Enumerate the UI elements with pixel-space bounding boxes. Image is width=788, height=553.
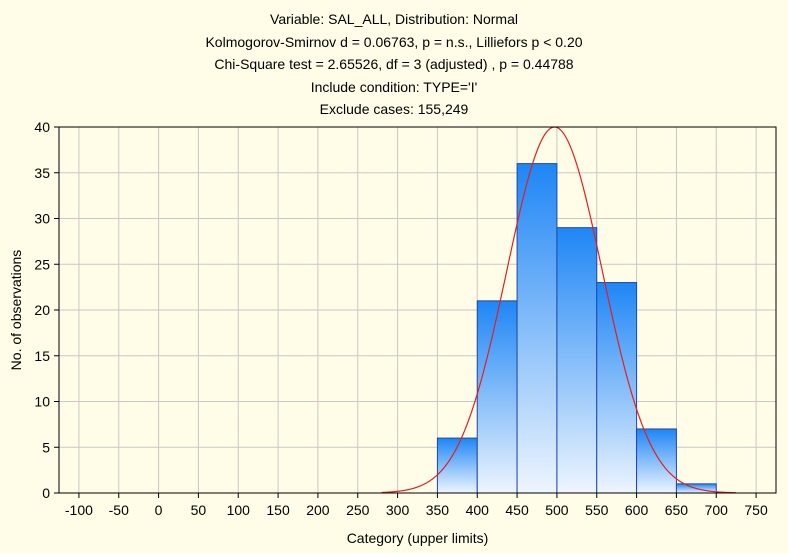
x-tick-label: 750 <box>744 502 768 518</box>
histogram-bar <box>636 428 677 494</box>
x-tick-label: 500 <box>545 502 569 518</box>
normal-curve-layer <box>381 126 737 494</box>
title-line-3: Chi-Square test = 2.65526, df = 3 (adjus… <box>214 56 574 72</box>
x-tick-label: 50 <box>191 502 207 518</box>
x-tick-label: 450 <box>505 502 529 518</box>
x-tick-label: 0 <box>155 502 163 518</box>
y-tick-label: 25 <box>34 256 50 272</box>
y-tick-label: 20 <box>34 302 50 318</box>
y-tick-label: 35 <box>34 165 50 181</box>
histogram-bar <box>476 300 518 494</box>
histogram-bars <box>436 163 717 494</box>
x-tick-label: 250 <box>346 502 370 518</box>
axis-ticks: -100 -50 0 50 100 150 200 250 300 350 400 450 500 550… <box>34 119 768 518</box>
x-tick-label: -50 <box>109 502 129 518</box>
y-tick-label: 15 <box>34 348 50 364</box>
x-tick-label: 100 <box>227 502 251 518</box>
title-line-4: Include condition: TYPE='I' <box>310 78 478 95</box>
x-tick-label: 200 <box>306 502 330 518</box>
x-tick-label: 600 <box>625 502 649 518</box>
normal-fit-curve <box>381 126 737 494</box>
x-tick-label: 400 <box>466 502 490 518</box>
histogram-bar <box>516 163 558 494</box>
y-tick-label: 5 <box>42 439 50 455</box>
histogram-bar <box>556 227 598 494</box>
chart-title: Variable: SAL_ALL, Distribution: Normal … <box>0 8 788 121</box>
title-line-5: Exclude cases: 155,249 <box>319 101 469 117</box>
x-axis-title: Category (upper limits) <box>347 530 489 546</box>
x-tick-label: 150 <box>266 502 290 518</box>
x-tick-label: -100 <box>65 502 93 518</box>
x-tick-label: 700 <box>705 502 729 518</box>
x-tick-label: 650 <box>665 502 689 518</box>
x-tick-label: 550 <box>585 502 609 518</box>
title-line-1: Variable: SAL_ALL, Distribution: Normal <box>270 11 518 27</box>
y-tick-label: 40 <box>34 119 50 135</box>
title-line-2: Kolmogorov-Smirnov d = 0.06763, p = n.s.… <box>205 33 583 50</box>
y-axis-title: No. of observations <box>8 250 24 371</box>
y-tick-label: 0 <box>42 485 50 501</box>
y-tick-label: 30 <box>34 211 50 227</box>
x-tick-label: 350 <box>426 502 450 518</box>
y-tick-label: 10 <box>34 394 50 410</box>
x-tick-label: 300 <box>386 502 410 518</box>
